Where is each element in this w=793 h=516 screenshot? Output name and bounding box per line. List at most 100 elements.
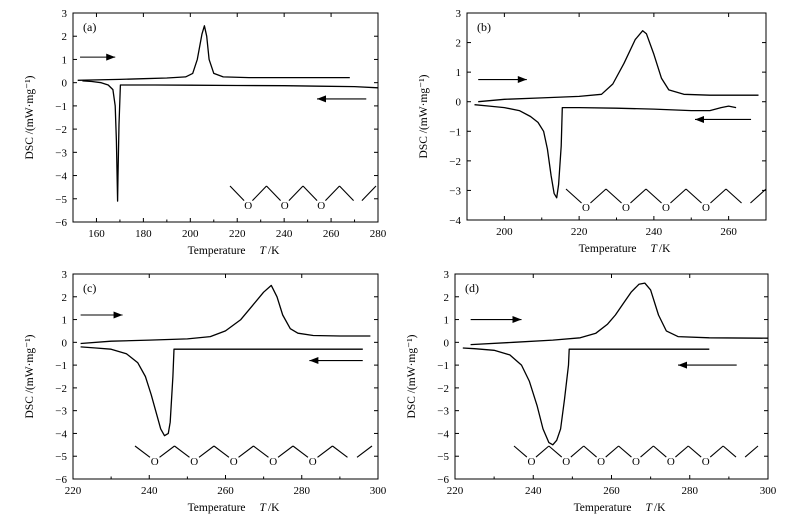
y-tick-label: 2 <box>62 31 68 43</box>
y-tick-label: −1 <box>55 101 67 113</box>
molecule-bond <box>590 188 607 204</box>
cooling-arrow-head <box>678 361 688 369</box>
molecule-oxygen: O <box>230 456 238 468</box>
panel-a: 160 180 200 220 240 260 280 −6 −5 −4 −3 −2 −1 0 1 2 3 DSC… <box>24 8 387 257</box>
y-axis-title: DSC /(mW·mg⁻¹) <box>24 334 36 418</box>
molecule-bond <box>687 445 702 458</box>
y-tick-label: 0 <box>62 78 68 90</box>
x-tick-label: 260 <box>323 228 340 240</box>
y-tick-label: 2 <box>456 38 462 50</box>
y-tick-label: 1 <box>456 67 462 79</box>
x-tick-label: 280 <box>370 228 387 240</box>
cooling-arrow <box>678 361 737 369</box>
y-tick-label: −4 <box>55 428 67 440</box>
panel-label: (a) <box>83 20 96 34</box>
x-axis-title: Temperature T/K <box>574 502 667 514</box>
y-tick-label: −5 <box>55 451 67 463</box>
molecule-oxygen: O <box>702 456 710 468</box>
x-axis-title-symbol: T <box>260 245 268 257</box>
series-heating <box>77 25 350 81</box>
x-axis-title-unit: /K <box>659 243 671 255</box>
x-axis-title: Temperature T/K <box>188 245 281 257</box>
x-tick-label: 240 <box>646 226 663 238</box>
molecule-bond <box>605 445 619 458</box>
y-tick-label: 2 <box>62 292 68 304</box>
x-tick-label: 260 <box>217 485 234 497</box>
heating-arrow-head <box>113 311 123 319</box>
molecule-bond <box>570 445 585 458</box>
molecule-bond <box>725 188 742 204</box>
x-tick-label: 280 <box>294 485 311 497</box>
x-axis-title: Temperature T/K <box>188 502 281 514</box>
series-heating <box>470 282 769 346</box>
molecule-bond <box>317 445 333 458</box>
heating-arrow-head <box>517 76 527 84</box>
molecule-oxygen: O <box>667 456 675 468</box>
molecule-bond <box>134 445 151 458</box>
series-cooling <box>474 104 737 199</box>
molecule-bond <box>548 445 563 458</box>
molecule-bond <box>630 188 647 204</box>
y-tick-label: −5 <box>437 451 449 463</box>
panel-c: 220 240 260 280 300 −6 −5 −4 −3 −2 −1 0 1 2 3 DSC /(mW·… <box>24 269 387 514</box>
cooling-arrow <box>309 357 363 365</box>
series-heating <box>478 30 759 103</box>
y-tick-label: −4 <box>55 171 67 183</box>
heating-arrow <box>478 76 527 84</box>
molecule-bond <box>339 185 354 202</box>
molecule-oxygen: O <box>244 200 252 212</box>
molecule-bond <box>332 445 348 458</box>
molecule-bond <box>229 185 245 202</box>
molecule-oxygen: O <box>702 202 710 214</box>
cooling-arrow-head <box>694 115 704 123</box>
y-tick-label: −1 <box>55 360 67 372</box>
series-cooling <box>462 347 710 446</box>
x-axis-title-symbol: T <box>651 243 659 255</box>
y-tick-label: 3 <box>62 8 68 20</box>
x-axis-title-main: Temperature <box>579 243 637 255</box>
plot-frame <box>72 273 379 480</box>
heating-arrow-head <box>512 316 522 324</box>
y-tick-label: 1 <box>62 315 68 327</box>
cooling-arrow <box>694 115 752 123</box>
y-axis-title: DSC /(mW·mg⁻¹) <box>406 334 418 418</box>
y-tick-label: −2 <box>55 124 67 136</box>
x-axis-title-unit: /K <box>268 502 280 514</box>
molecule-oxygen: O <box>281 200 289 212</box>
panel-label: (c) <box>83 281 96 295</box>
cooling-arrow <box>317 95 367 103</box>
panel-label: (d) <box>465 281 479 295</box>
panel-d: 220 240 260 280 300 −6 −5 −4 −3 −2 −1 0 1 2 3 DSC /(mW·… <box>406 269 777 514</box>
y-tick-label: −6 <box>437 474 449 486</box>
molecule-oxygen: O <box>622 202 630 214</box>
plot-frame <box>72 12 379 223</box>
molecule-bond <box>252 185 267 202</box>
molecule-bond <box>288 185 304 202</box>
x-tick-label: 240 <box>276 228 293 240</box>
y-tick-label: −1 <box>449 126 461 138</box>
y-tick-label: −2 <box>449 156 461 168</box>
x-tick-label: 280 <box>682 485 699 497</box>
molecule-bond <box>198 445 215 458</box>
x-axis-title-main: Temperature <box>188 502 246 514</box>
x-axis-title-unit: /K <box>268 245 280 257</box>
x-tick-label: 200 <box>496 226 513 238</box>
molecule-bond <box>583 445 597 458</box>
x-axis-title-main: Temperature <box>188 245 246 257</box>
series-cooling <box>80 346 363 437</box>
molecule-bond <box>159 445 175 458</box>
molecule-bond <box>605 188 622 204</box>
x-tick-label: 300 <box>370 485 387 497</box>
molecule-bond <box>238 445 254 458</box>
y-tick-label: −2 <box>55 383 67 395</box>
molecule-oxygen: O <box>597 456 605 468</box>
molecule-oxygen: O <box>527 456 535 468</box>
molecule-bond <box>325 185 340 202</box>
y-tick-label: 0 <box>62 337 68 349</box>
y-tick-label: −3 <box>55 147 67 159</box>
molecule-oxygen: O <box>151 456 159 468</box>
series-heating <box>80 284 371 345</box>
y-tick-label: −5 <box>55 194 67 206</box>
